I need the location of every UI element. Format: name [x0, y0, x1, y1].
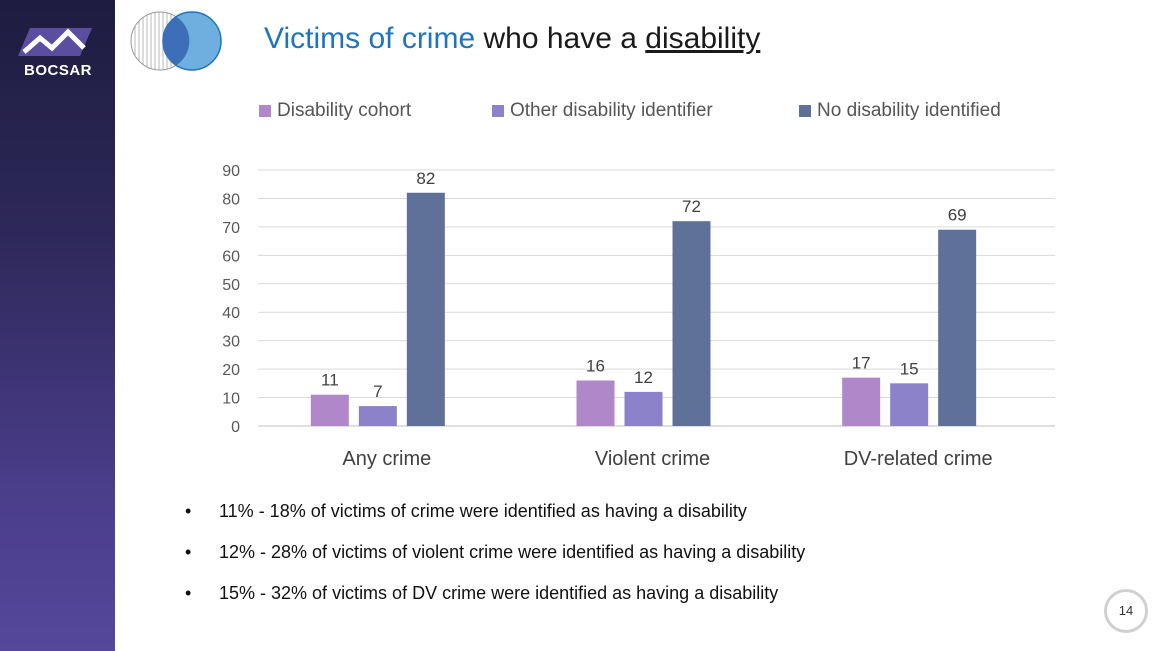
- legend-item-no-disability: No disability identified: [799, 100, 1001, 122]
- bullet-item: • 12% - 28% of victims of violent crime …: [185, 539, 1085, 580]
- chart-legend: Disability cohort Other disability ident…: [0, 100, 1168, 124]
- y-tick-label: 50: [222, 277, 240, 294]
- y-tick-label: 30: [222, 334, 240, 351]
- bocsar-logo[interactable]: BOCSAR: [18, 24, 98, 84]
- x-tick-label: Any crime: [342, 448, 431, 470]
- y-tick-label: 10: [222, 391, 240, 408]
- bar: [624, 391, 663, 426]
- legend-label: No disability identified: [817, 100, 1001, 121]
- bar: [842, 377, 881, 426]
- title-underlined: disability: [645, 22, 761, 55]
- bullet-text: 12% - 28% of victims of violent crime we…: [219, 542, 806, 562]
- title-accent: Victims of crime: [264, 22, 476, 55]
- legend-swatch: [259, 105, 271, 117]
- data-label: 72: [682, 197, 701, 216]
- legend-label: Other disability identifier: [510, 100, 713, 121]
- bullet-text: 15% - 32% of victims of DV crime were id…: [219, 583, 779, 603]
- data-label: 12: [634, 368, 653, 387]
- bullet-dot: •: [185, 501, 192, 521]
- bar: [406, 192, 445, 426]
- data-label: 82: [416, 169, 435, 188]
- data-label: 17: [852, 354, 871, 373]
- bullet-dot: •: [185, 583, 192, 603]
- data-label: 16: [586, 356, 605, 375]
- data-label: 69: [948, 206, 967, 225]
- x-tick-label: DV-related crime: [844, 448, 993, 470]
- brand-name: BOCSAR: [23, 62, 92, 79]
- bar: [576, 380, 615, 426]
- bocsar-logo-icon: [18, 28, 92, 56]
- bar: [938, 229, 977, 426]
- page-title: Victims of crime who have a disability: [264, 22, 760, 56]
- y-tick-label: 60: [222, 248, 240, 265]
- bullet-text: 11% - 18% of victims of crime were ident…: [219, 501, 747, 521]
- data-label: 11: [321, 371, 339, 390]
- legend-item-disability-cohort: Disability cohort: [259, 100, 411, 122]
- data-label: 7: [373, 382, 382, 401]
- page-number: 14: [1104, 589, 1148, 633]
- bar: [890, 383, 929, 426]
- legend-swatch: [492, 105, 504, 117]
- y-tick-label: 40: [222, 305, 240, 322]
- bullet-item: • 15% - 32% of victims of DV crime were …: [185, 580, 1085, 621]
- data-label: 15: [900, 359, 919, 378]
- title-middle: who have a: [475, 22, 646, 55]
- y-tick-label: 20: [222, 362, 240, 379]
- legend-swatch: [799, 105, 811, 117]
- y-tick-label: 70: [222, 220, 240, 237]
- bullet-dot: •: [185, 542, 192, 562]
- legend-item-other-disability: Other disability identifier: [492, 100, 713, 122]
- bullet-list: • 11% - 18% of victims of crime were ide…: [185, 498, 1085, 621]
- y-tick-label: 0: [231, 419, 240, 436]
- legend-label: Disability cohort: [277, 100, 412, 121]
- sidebar: BOCSAR: [0, 0, 115, 651]
- venn-diagram-icon: [130, 11, 222, 71]
- bullet-item: • 11% - 18% of victims of crime were ide…: [185, 498, 1085, 539]
- y-tick-label: 90: [222, 163, 240, 180]
- y-tick-label: 80: [222, 191, 240, 208]
- bar: [672, 221, 711, 426]
- bar: [310, 394, 349, 426]
- x-tick-label: Violent crime: [595, 448, 710, 470]
- bar: [358, 406, 397, 426]
